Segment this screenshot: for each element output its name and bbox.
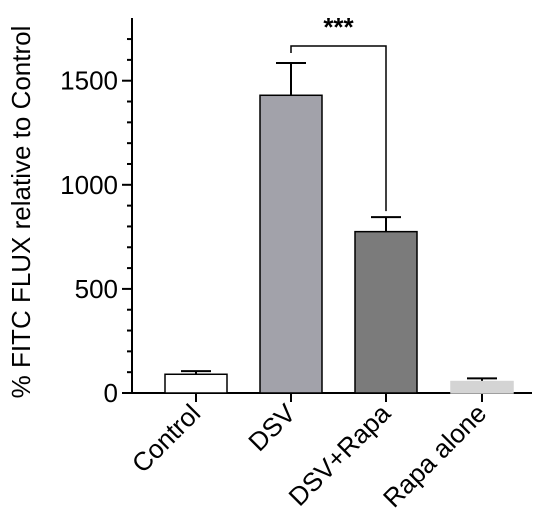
bar-dsv-rapa — [354, 230, 418, 394]
y-tick-label: 1000 — [60, 170, 118, 200]
significance-bracket — [290, 45, 387, 212]
bars — [164, 62, 514, 394]
y-tick-label: 1500 — [60, 66, 118, 96]
x-tick-label: Control — [126, 398, 206, 478]
bar-rapa-alone — [450, 380, 514, 394]
x-tick-label: DSV — [242, 398, 301, 457]
x-tick-label: Rapa alone — [377, 398, 492, 513]
bar-dsv — [259, 94, 323, 394]
y-tick-label: 500 — [75, 274, 118, 304]
significance-annotations: *** — [290, 12, 387, 212]
y-axis-label: % FITC FLUX relative to Control — [6, 26, 36, 399]
significance-label: *** — [323, 12, 354, 42]
y-tick-label: 0 — [104, 378, 118, 408]
bar-control — [164, 373, 228, 394]
